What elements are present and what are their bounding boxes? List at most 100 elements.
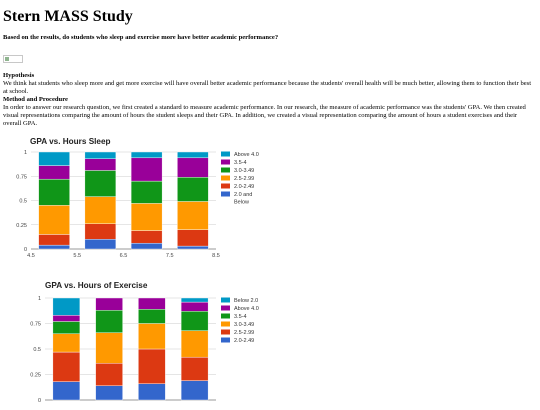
legend-label: 3.5-4 bbox=[234, 160, 247, 166]
bar-segment bbox=[52, 321, 81, 334]
bar-segment bbox=[130, 230, 163, 244]
legend-label: Above 4.0 bbox=[234, 152, 259, 158]
legend-swatch bbox=[221, 321, 230, 327]
legend-swatch bbox=[221, 305, 230, 311]
legend-label: 3.5-4 bbox=[234, 314, 247, 320]
legend-swatch bbox=[221, 337, 230, 343]
y-tick-label: 1 bbox=[24, 150, 27, 156]
method-heading: Method and Procedure bbox=[3, 96, 68, 103]
exercise-chart: GPA vs. Hours of Exercise 0 0.25 0.5 0.75 1 Be… bbox=[3, 280, 263, 410]
legend-label: 2.5-2.99 bbox=[234, 330, 254, 336]
bar-segment bbox=[180, 297, 209, 303]
bar-segment bbox=[138, 297, 166, 310]
bar-segment bbox=[95, 332, 123, 364]
legend-swatch bbox=[221, 297, 230, 303]
bar-segment bbox=[84, 223, 117, 240]
chart-title: GPA vs. Hours of Exercise bbox=[45, 281, 148, 290]
bar-segment bbox=[84, 158, 117, 171]
bar-segment bbox=[38, 234, 70, 246]
bar-segment bbox=[95, 363, 123, 386]
legend-swatch bbox=[221, 167, 230, 173]
bar-segment bbox=[177, 201, 209, 230]
bar-segment bbox=[95, 297, 123, 311]
bar-segment bbox=[180, 356, 209, 381]
y-tick-label: 0 bbox=[24, 247, 27, 253]
bar-segment bbox=[130, 242, 163, 250]
bar-segment bbox=[138, 348, 166, 384]
bar-segment bbox=[180, 330, 209, 358]
bar-segment bbox=[177, 245, 209, 250]
legend-swatch bbox=[221, 183, 230, 189]
x-tick-label: 4.5 bbox=[27, 253, 35, 259]
research-question: Based on the results, do students who sl… bbox=[3, 34, 279, 41]
hypothesis-section: Hypothesis We think hat students who sle… bbox=[3, 72, 535, 96]
bar-segment bbox=[84, 170, 117, 197]
bar-segment bbox=[138, 323, 166, 350]
bar-segment bbox=[84, 239, 117, 250]
legend-label: Below bbox=[234, 200, 249, 206]
bar-segment bbox=[180, 311, 209, 331]
bar-segment bbox=[95, 310, 123, 333]
bar-segment bbox=[38, 151, 70, 166]
legend-label: 2.0 and bbox=[234, 192, 252, 198]
bar-segment bbox=[130, 180, 163, 204]
bar-segment bbox=[177, 157, 209, 178]
x-tick-label: 7.5 bbox=[166, 253, 174, 259]
broken-image-icon bbox=[3, 55, 23, 63]
legend-swatch bbox=[221, 313, 230, 319]
legend-swatch bbox=[221, 191, 230, 197]
bar-segment bbox=[52, 315, 81, 322]
method-text: In order to answer our research question… bbox=[3, 104, 526, 127]
legend-swatch bbox=[221, 175, 230, 181]
legend-swatch bbox=[221, 151, 230, 157]
legend-label: 2.0-2.49 bbox=[234, 338, 254, 344]
y-tick-label: 1 bbox=[38, 296, 41, 302]
y-tick-label: 0.25 bbox=[16, 223, 27, 229]
bar-segment bbox=[84, 151, 117, 159]
image-placeholder-glyph bbox=[5, 57, 9, 61]
bar-segment bbox=[130, 203, 163, 231]
bar-segment bbox=[95, 385, 123, 401]
bar-segment bbox=[38, 244, 70, 250]
sleep-chart-svg: GPA vs. Hours Sleep 0 0.25 0.5 0.75 1 4.5 5.5 6.… bbox=[16, 137, 259, 259]
y-tick-label: 0 bbox=[38, 398, 41, 404]
x-tick-label: 8.5 bbox=[212, 253, 220, 259]
y-tick-label: 0.5 bbox=[33, 347, 41, 353]
bar-segment bbox=[177, 177, 209, 202]
y-tick-label: 0.75 bbox=[30, 322, 41, 328]
x-tick-label: 6.5 bbox=[120, 253, 128, 259]
exercise-chart-svg: GPA vs. Hours of Exercise 0 0.25 0.5 0.75 1 Be… bbox=[30, 281, 259, 404]
legend-swatch bbox=[221, 329, 230, 335]
x-tick-label: 5.5 bbox=[73, 253, 81, 259]
y-tick-label: 0.75 bbox=[16, 174, 27, 180]
method-section: Method and Procedure In order to answer … bbox=[3, 96, 535, 128]
bar-segment bbox=[52, 297, 81, 316]
hypothesis-heading: Hypothesis bbox=[3, 72, 35, 79]
bar-segment bbox=[138, 309, 166, 324]
chart-title: GPA vs. Hours Sleep bbox=[30, 137, 111, 146]
legend-swatch bbox=[221, 159, 230, 165]
bar-segment bbox=[180, 301, 209, 312]
legend-label: 2.0-2.49 bbox=[234, 184, 254, 190]
bar-segment bbox=[52, 381, 81, 401]
y-tick-label: 0.25 bbox=[30, 373, 41, 379]
legend-label: Above 4.0 bbox=[234, 306, 259, 312]
legend-label: Below 2.0 bbox=[234, 298, 258, 304]
bar-segment bbox=[52, 333, 81, 353]
legend-label: 2.5-2.99 bbox=[234, 176, 254, 182]
bar-segment bbox=[38, 178, 70, 206]
bar-segment bbox=[52, 351, 81, 382]
bar-segment bbox=[38, 205, 70, 235]
bar-segment bbox=[130, 157, 163, 182]
page-title: Stern MASS Study bbox=[3, 8, 133, 25]
legend-label: 3.0-3.49 bbox=[234, 168, 254, 174]
bar-segment bbox=[177, 229, 209, 247]
legend-label: 3.0-3.49 bbox=[234, 322, 254, 328]
bar-segment bbox=[177, 151, 209, 159]
bar-segment bbox=[84, 196, 117, 224]
bar-segment bbox=[130, 151, 163, 159]
y-tick-label: 0.5 bbox=[19, 199, 27, 205]
bar-segment bbox=[138, 383, 166, 401]
bar-segment bbox=[180, 380, 209, 401]
sleep-chart: GPA vs. Hours Sleep 0 0.25 0.5 0.75 1 4.5 5.5 6.… bbox=[3, 136, 263, 271]
